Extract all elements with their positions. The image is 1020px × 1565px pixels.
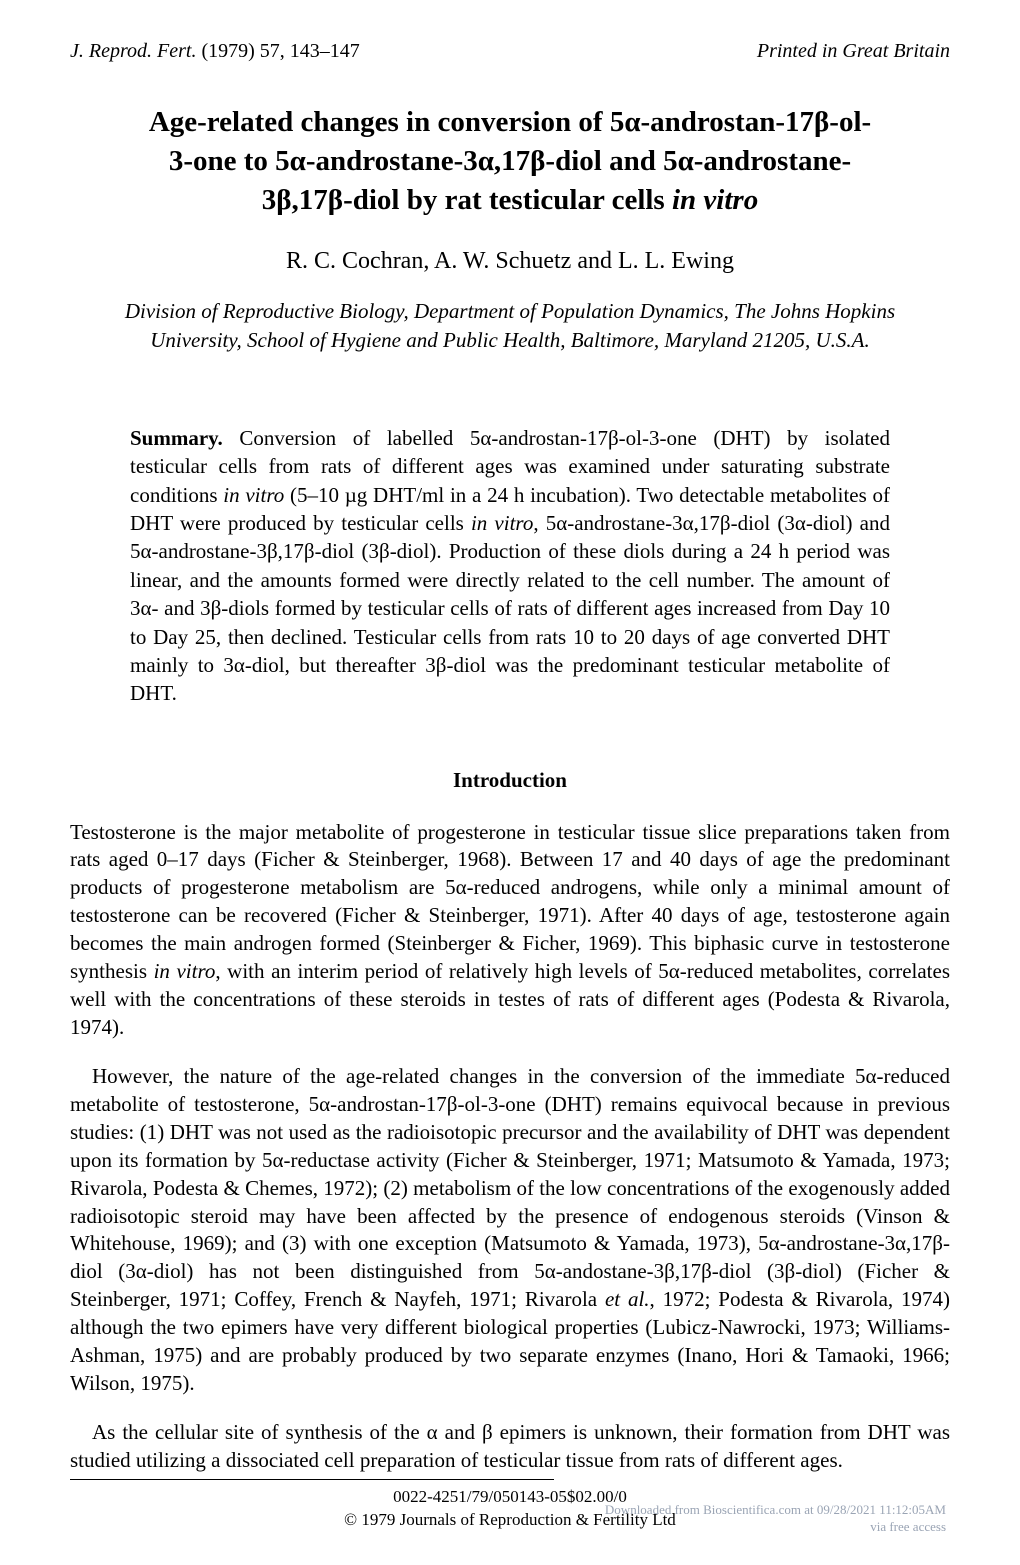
watermark-line-1: Downloaded from Bioscientifica.com at 09… [605,1502,946,1517]
intro-paragraph-3: As the cellular site of synthesis of the… [70,1419,950,1475]
title-line-3-italic: in vitro [672,184,758,216]
affiliation-line-1: Division of Reproductive Biology, Depart… [125,299,895,323]
affiliation-line-2: University, School of Hygiene and Public… [150,328,870,352]
printed-in: Printed in Great Britain [757,40,950,63]
footer-code: 0022-4251/79/050143-05$02.00/0 [393,1487,627,1506]
year-vol-pages: (1979) 57, 143–147 [201,40,359,62]
title-line-3-prefix: 3β,17β-diol by rat testicular cells [262,184,672,216]
summary-block: Summary. Conversion of labelled 5α-andro… [130,424,890,707]
footer-rule [70,1479,554,1480]
intro-p1-italic: in vitro [154,959,216,983]
intro-p2-italic-1: et al. [605,1287,650,1311]
affiliation: Division of Reproductive Biology, Depart… [110,297,910,354]
summary-label: Summary. [130,426,223,450]
authors: R. C. Cochran, A. W. Schuetz and L. L. E… [70,248,950,275]
title-line-2: 3-one to 5α-androstane-3α,17β-diol and 5… [169,145,851,177]
summary-text-3: , 5α-androstane-3α,17β-diol (3α-diol) an… [130,511,890,705]
intro-paragraph-2: However, the nature of the age-related c… [70,1063,950,1398]
journal-abbrev: J. Reprod. Fert. [70,40,196,62]
summary-italic-2: in vitro [471,511,533,535]
introduction-heading: Introduction [70,768,950,793]
journal-citation: J. Reprod. Fert. (1979) 57, 143–147 [70,40,360,63]
watermark-line-2: via free access [870,1519,946,1534]
intro-paragraph-1: Testosterone is the major metabolite of … [70,819,950,1042]
title-line-1: Age-related changes in conversion of 5α-… [149,106,871,138]
summary-italic-1: in vitro [223,483,284,507]
page-container: J. Reprod. Fert. (1979) 57, 143–147 Prin… [0,0,1020,1565]
running-header: J. Reprod. Fert. (1979) 57, 143–147 Prin… [70,40,950,63]
intro-p2-a: However, the nature of the age-related c… [70,1064,950,1311]
article-title: Age-related changes in conversion of 5α-… [70,103,950,220]
